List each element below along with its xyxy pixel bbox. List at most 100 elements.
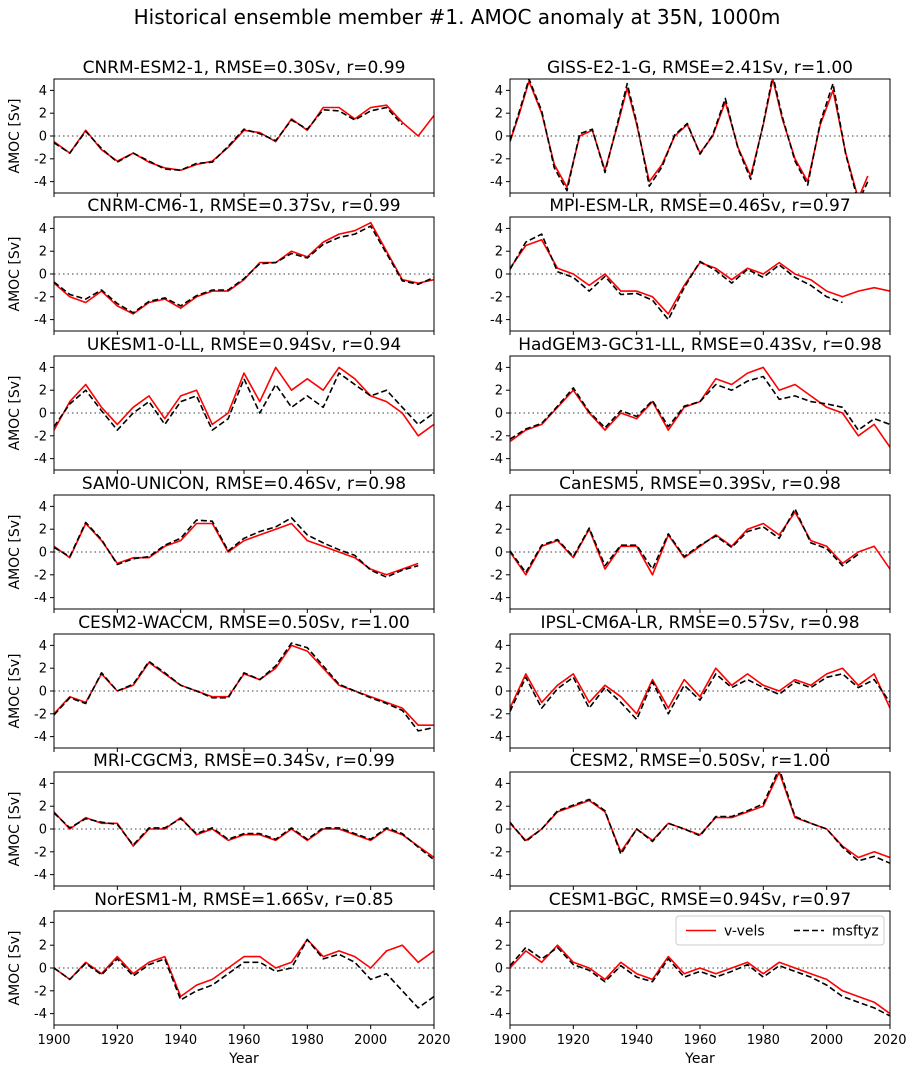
panel-title: CESM2, RMSE=0.50Sv, r=1.00 — [570, 751, 831, 771]
x-tick-label: 1940 — [164, 1033, 197, 1048]
x-tick-label: 1920 — [101, 1033, 134, 1048]
series-line-v-vels — [510, 239, 890, 315]
series-line-v-vels — [54, 644, 434, 727]
y-tick-label: 2 — [39, 939, 47, 954]
series-line-msftyz — [510, 772, 890, 864]
y-tick-label: 2 — [495, 662, 503, 677]
y-tick-label: 2 — [495, 523, 503, 538]
y-tick-label: 4 — [39, 500, 47, 515]
x-tick-label: 1900 — [37, 1033, 70, 1048]
x-axis-label: Year — [684, 1051, 715, 1067]
y-tick-label: -4 — [34, 1007, 47, 1022]
series-line-v-vels — [54, 366, 434, 437]
series-line-msftyz — [54, 106, 403, 171]
y-tick-label: 2 — [39, 800, 47, 815]
x-tick-label: 1940 — [620, 1033, 653, 1048]
x-tick-label: 1960 — [683, 1033, 716, 1048]
panel-title: CanESM5, RMSE=0.39Sv, r=0.98 — [559, 474, 841, 494]
figure-title: Historical ensemble member #1. AMOC anom… — [134, 5, 781, 29]
panel-title: GISS-E2-1-G, RMSE=2.41Sv, r=1.00 — [547, 58, 853, 78]
panel-title: HadGEM3-GC31-LL, RMSE=0.43Sv, r=0.98 — [518, 335, 882, 355]
panel-mpi-esm-lr: MPI-ESM-LR, RMSE=0.46Sv, r=0.97 -4 -2 0 2 4 — [490, 196, 891, 335]
y-tick-label: -4 — [490, 730, 503, 745]
x-tick-label: 2000 — [354, 1033, 387, 1048]
y-tick-label: 4 — [39, 639, 47, 654]
x-tick-label: 1900 — [493, 1033, 526, 1048]
y-tick-label: -2 — [490, 568, 503, 583]
y-tick-label: -4 — [34, 175, 47, 190]
y-tick-label: -2 — [490, 152, 503, 167]
y-axis-label: AMOC [Sv] — [7, 376, 23, 451]
x-tick-label: 2020 — [873, 1033, 906, 1048]
y-tick-label: 4 — [495, 361, 503, 376]
series-line-msftyz — [510, 673, 890, 721]
panel-title: IPSL-CM6A-LR, RMSE=0.57Sv, r=0.98 — [540, 613, 859, 633]
series-line-msftyz — [54, 225, 434, 314]
y-axis-label: AMOC [Sv] — [7, 515, 23, 590]
panels-group: CNRM-ESM2-1, RMSE=0.30Sv, r=0.99 -4 -2 0 2 4 A… — [7, 58, 907, 1067]
y-axis-label: AMOC [Sv] — [7, 99, 23, 174]
y-tick-label: -2 — [490, 984, 503, 999]
y-tick-label: 4 — [39, 916, 47, 931]
panel-hadgem3-gc31-ll: HadGEM3-GC31-LL, RMSE=0.43Sv, r=0.98 -4 -2… — [490, 335, 891, 474]
y-axis-label: AMOC [Sv] — [7, 654, 23, 729]
legend: v-vels msftyz — [675, 915, 885, 946]
y-tick-label: 0 — [495, 962, 503, 977]
y-tick-label: 0 — [495, 685, 503, 700]
y-tick-label: 4 — [495, 222, 503, 237]
y-tick-label: -2 — [34, 152, 47, 167]
series-line-v-vels — [510, 944, 890, 1015]
y-tick-label: -4 — [490, 175, 503, 190]
series-line-msftyz — [510, 375, 890, 440]
series-line-v-vels — [510, 772, 890, 859]
panel-ukesm1-0-ll: UKESM1-0-LL, RMSE=0.94Sv, r=0.94 -4 -2 0 2 4 A… — [7, 335, 435, 474]
panel-title: MPI-ESM-LR, RMSE=0.46Sv, r=0.97 — [549, 196, 850, 216]
y-tick-label: 4 — [495, 84, 503, 99]
y-tick-label: 0 — [39, 130, 47, 145]
legend-box — [675, 915, 885, 946]
y-tick-label: 0 — [495, 268, 503, 283]
series-line-msftyz — [510, 79, 869, 193]
legend-label: msftyz — [832, 924, 879, 940]
series-line-v-vels — [54, 104, 434, 171]
y-tick-label: 0 — [39, 685, 47, 700]
y-tick-label: -4 — [490, 452, 503, 467]
y-tick-label: -4 — [34, 313, 47, 328]
y-tick-label: -4 — [34, 868, 47, 883]
y-tick-label: 2 — [495, 800, 503, 815]
y-axis-label: AMOC [Sv] — [7, 931, 23, 1006]
x-tick-label: 1960 — [227, 1033, 260, 1048]
panel-title: CNRM-ESM2-1, RMSE=0.30Sv, r=0.99 — [83, 58, 406, 78]
y-tick-label: -2 — [34, 707, 47, 722]
y-tick-label: -2 — [34, 290, 47, 305]
y-tick-label: 4 — [39, 777, 47, 792]
y-tick-label: 2 — [39, 107, 47, 122]
y-tick-label: 2 — [39, 384, 47, 399]
y-tick-label: 2 — [39, 523, 47, 538]
y-axis-label: AMOC [Sv] — [7, 792, 23, 867]
panel-cesm2: CESM2, RMSE=0.50Sv, r=1.00 -4 -2 0 2 4 — [490, 751, 891, 890]
series-line-msftyz — [54, 812, 434, 861]
y-tick-label: -2 — [490, 707, 503, 722]
panel-title: SAM0-UNICON, RMSE=0.46Sv, r=0.98 — [82, 474, 406, 494]
panel-ipsl-cm6a-lr: IPSL-CM6A-LR, RMSE=0.57Sv, r=0.98 -4 -2 0 2 4 — [490, 613, 891, 752]
y-tick-label: 2 — [495, 939, 503, 954]
y-tick-label: -2 — [490, 290, 503, 305]
series-line-v-vels — [510, 366, 890, 448]
x-tick-label: 1980 — [747, 1033, 780, 1048]
x-axis-label: Year — [228, 1051, 259, 1067]
panel-cesm2-waccm: CESM2-WACCM, RMSE=0.50Sv, r=1.00 -4 -2 0 2 4 A… — [7, 613, 435, 752]
y-tick-label: 0 — [495, 407, 503, 422]
series-line-v-vels — [510, 511, 890, 576]
panel-title: CESM2-WACCM, RMSE=0.50Sv, r=1.00 — [78, 613, 410, 633]
panel-title: CESM1-BGC, RMSE=0.94Sv, r=0.97 — [549, 890, 851, 910]
series-line-msftyz — [54, 516, 419, 578]
y-tick-label: -4 — [34, 591, 47, 606]
panel-title: NorESM1-M, RMSE=1.66Sv, r=0.85 — [94, 890, 394, 910]
y-tick-label: 0 — [495, 823, 503, 838]
y-tick-label: 2 — [495, 245, 503, 260]
series-line-msftyz — [510, 507, 859, 574]
panel-title: CNRM-CM6-1, RMSE=0.37Sv, r=0.99 — [87, 196, 400, 216]
y-tick-label: 0 — [39, 962, 47, 977]
